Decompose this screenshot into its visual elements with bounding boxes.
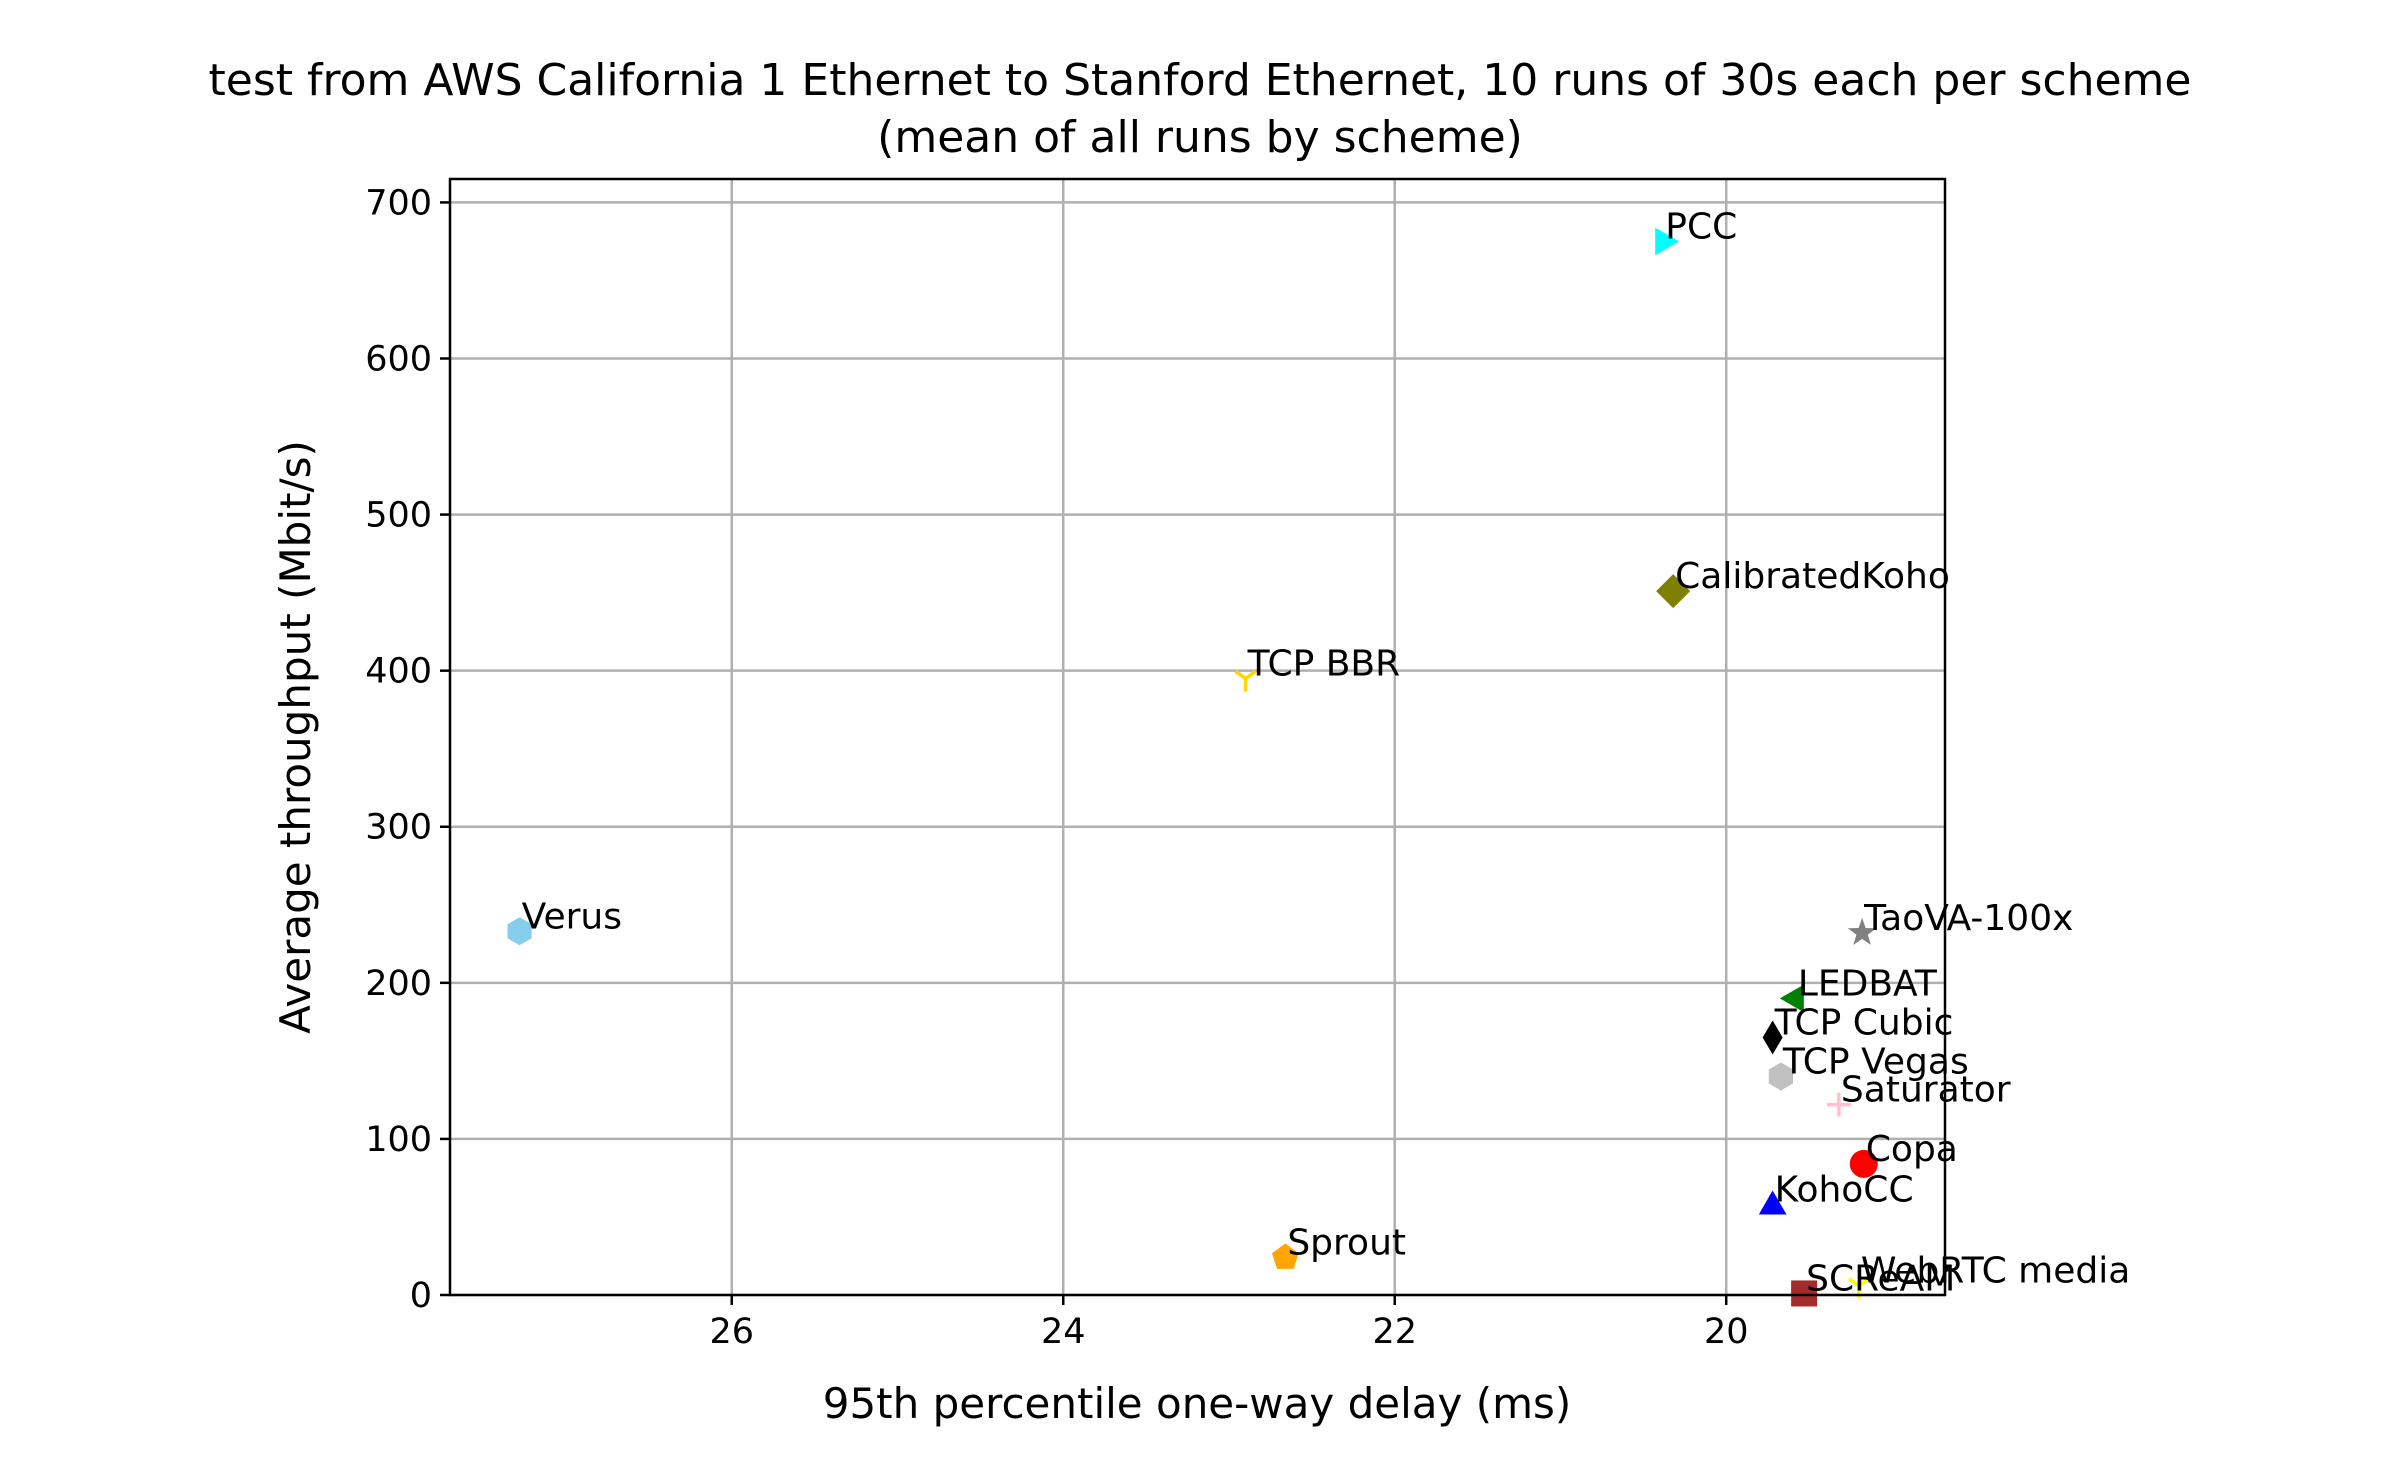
y-axis-label: Average throughput (Mbit/s) [271, 440, 320, 1034]
y-tick-label: 600 [365, 339, 432, 379]
marker-verus [507, 917, 532, 946]
marker-webrtc-media-arm [1847, 1277, 1860, 1288]
chart-title: test from AWS California 1 Ethernet to S… [209, 55, 2192, 106]
marker-saturator [1826, 1092, 1851, 1117]
chart-subtitle: (mean of all runs by scheme) [877, 112, 1523, 163]
label-ledbat: LEDBAT [1798, 963, 1938, 1004]
y-tick-label: 200 [365, 964, 432, 1004]
x-tick-label: 20 [1704, 1312, 1749, 1352]
label-pcc: PCC [1665, 206, 1737, 247]
marker-sprout [1272, 1243, 1299, 1269]
data-labels: PCC CalibratedKoho TCP BBR Verus TaoVA-100x L… [522, 206, 2131, 1299]
y-tick-label: 100 [365, 1120, 432, 1160]
marker-taova-100x [1847, 917, 1877, 945]
label-tcp-cubic: TCP Cubic [1774, 1002, 1954, 1043]
marker-webrtc-media [1847, 1277, 1870, 1299]
marker-tcp-bbr-arm [1234, 670, 1247, 680]
label-calibratedkoho: CalibratedKoho [1675, 556, 1950, 597]
marker-tcp-vegas [1768, 1062, 1793, 1091]
marker-pcc [1655, 227, 1680, 256]
grid-lines [450, 179, 1945, 1297]
label-saturator: Saturator [1841, 1070, 2011, 1111]
marker-copa [1849, 1149, 1878, 1178]
marker-scream [1791, 1280, 1818, 1307]
y-tick-label: 0 [410, 1276, 432, 1316]
y-tick-label: 500 [365, 496, 432, 536]
x-tick-label: 24 [1041, 1312, 1086, 1352]
marker-tcp-bbr [1234, 670, 1257, 692]
label-copa: Copa [1866, 1129, 1958, 1170]
label-sprout: Sprout [1287, 1223, 1406, 1264]
label-tcp-vegas: TCP Vegas [1782, 1041, 1969, 1082]
marker-tcp-cubic [1762, 1020, 1783, 1055]
y-tick-label: 400 [365, 652, 432, 692]
marker-kohocc [1758, 1190, 1787, 1215]
y-tick-label: 300 [365, 808, 432, 848]
label-scream: SCReAM [1806, 1258, 1955, 1299]
label-tcp-bbr: TCP BBR [1247, 643, 1401, 684]
plot-frame [448, 177, 1947, 1297]
marker-calibratedkoho [1656, 574, 1691, 609]
x-tick-label: 22 [1372, 1312, 1417, 1352]
marker-webrtc-media-arm [1857, 1277, 1870, 1288]
marker-ledbat [1779, 984, 1804, 1013]
label-webrtc-media: WebRTC media [1861, 1251, 2130, 1292]
label-kohocc: KohoCC [1775, 1169, 1914, 1210]
x-axis-label: 95th percentile one-way delay (ms) [823, 1379, 1572, 1428]
y-tick-label: 700 [365, 183, 432, 223]
data-markers [507, 227, 1878, 1307]
x-tick-label: 26 [709, 1312, 754, 1352]
label-taova-100x: TaoVA-100x [1863, 898, 2073, 939]
marker-tcp-bbr-arm [1244, 670, 1257, 680]
label-verus: Verus [522, 896, 622, 937]
